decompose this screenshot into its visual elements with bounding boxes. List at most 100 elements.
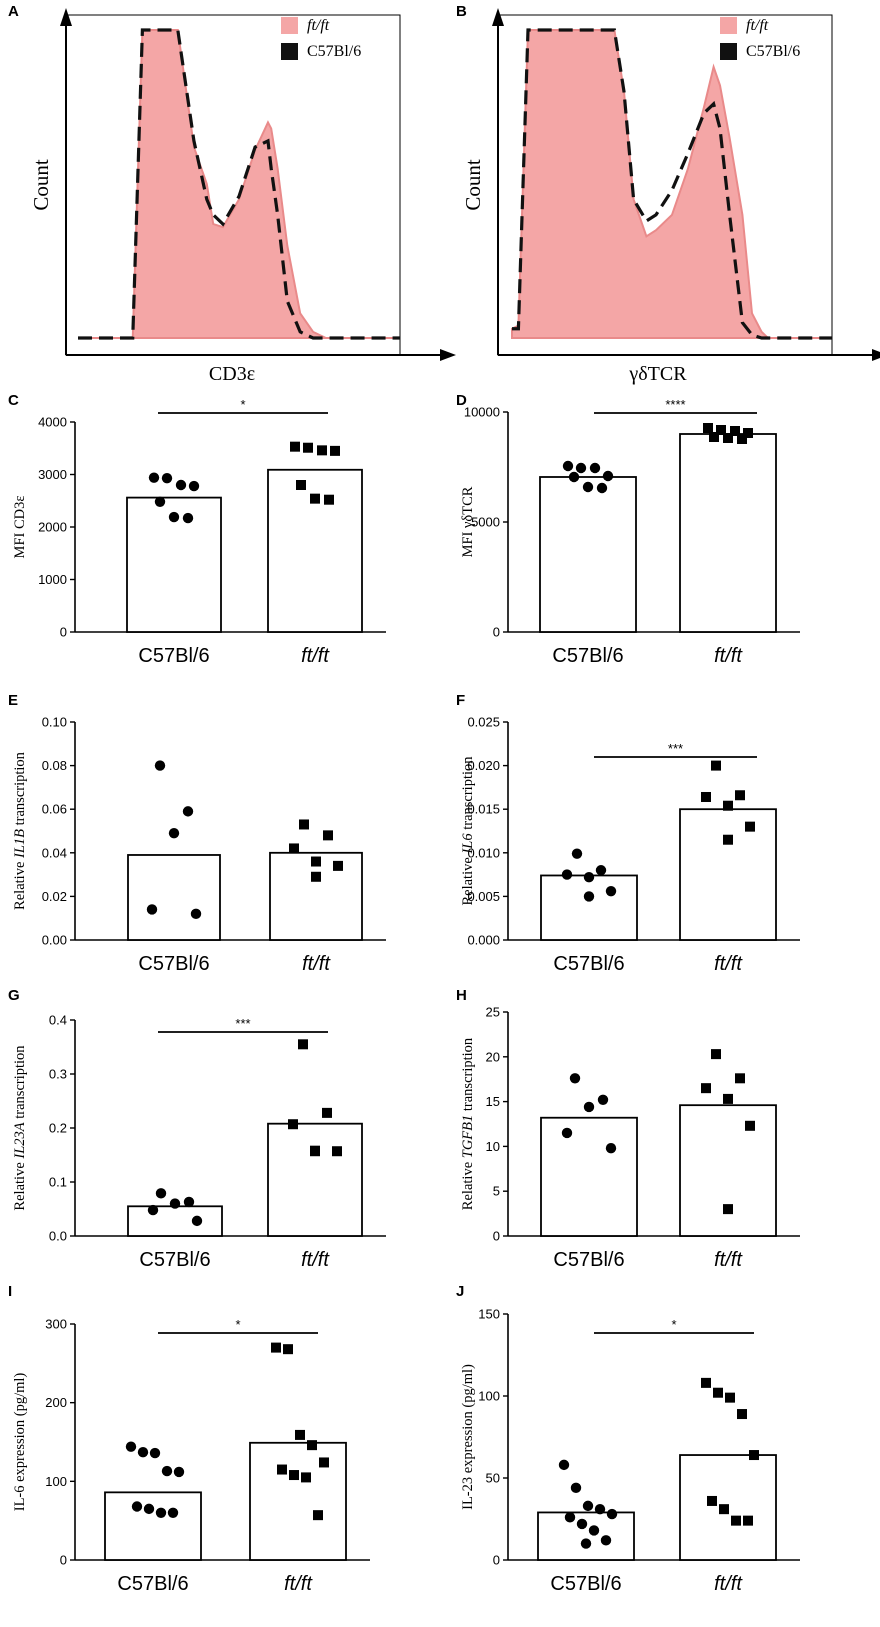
- data-point-c57bl6: [605, 1142, 617, 1154]
- bar-c57bl6: [127, 854, 221, 941]
- bar-ftft: [679, 808, 777, 941]
- histogram-fill-ftft: [511, 29, 832, 339]
- y-axis-label: IL-6 expression (pg/ml): [12, 1373, 28, 1512]
- data-point-ftft: [735, 1073, 745, 1084]
- data-point-c57bl6: [191, 1215, 203, 1227]
- bar-ftft: [249, 1441, 347, 1561]
- data-point-c57bl6: [582, 481, 594, 493]
- data-point-ftft: [737, 434, 747, 444]
- data-point-ftft: [298, 1039, 308, 1050]
- x-arrowhead-icon: [440, 349, 456, 361]
- category-label-c57bl6: C57Bl/6: [553, 1249, 624, 1271]
- data-point-c57bl6: [149, 1447, 161, 1459]
- data-point-ftft: [311, 871, 321, 882]
- category-label-ftft: ft/ft: [714, 1573, 743, 1595]
- data-point-c57bl6: [154, 496, 166, 507]
- category-label-c57bl6: C57Bl/6: [117, 1573, 188, 1595]
- y-axis-label: MFI γδTCR: [460, 486, 476, 557]
- data-point-ftft: [730, 426, 740, 436]
- data-point-c57bl6: [155, 1188, 167, 1199]
- data-point-c57bl6: [143, 1503, 155, 1515]
- bar-c57bl6: [537, 1511, 635, 1561]
- data-point-ftft: [711, 760, 721, 771]
- data-point-ftft: [745, 1120, 755, 1131]
- data-point-ftft: [322, 1107, 332, 1118]
- data-point-c57bl6: [173, 1466, 185, 1478]
- bar-c57bl6: [127, 1205, 223, 1237]
- y-tick-label: 25: [486, 1005, 500, 1020]
- bar-ftft: [267, 1122, 363, 1237]
- legend-label-c57bl6: C57Bl/6: [307, 43, 361, 60]
- data-point-c57bl6: [168, 511, 180, 523]
- x-arrowhead-icon: [872, 349, 880, 361]
- legend-swatch-ftft: [281, 17, 298, 34]
- category-label-c57bl6: C57Bl/6: [139, 1249, 210, 1271]
- y-axis-label: Count: [461, 159, 485, 211]
- bar-panel-e: E 0.00 0.02 0.04 0.06 0.08 0.10 Relative IL1B t…: [8, 692, 386, 975]
- bar-c57bl6: [540, 874, 638, 941]
- data-point-ftft: [711, 1049, 721, 1060]
- data-point-ftft: [330, 445, 340, 456]
- y-axis-label: Relative IL1B transcription: [12, 751, 28, 910]
- data-point-c57bl6: [595, 865, 607, 876]
- bar-ftft: [679, 433, 777, 633]
- bar-panel-c: C 0 1000 2000 3000 4000 MFI CD3ε C57Bl/6 ft/ft *: [8, 392, 386, 667]
- histogram-line-c57bl6: [512, 28, 832, 340]
- histogram-line-c57bl6: [78, 28, 400, 340]
- data-point-ftft: [271, 1342, 281, 1353]
- panel-letter: F: [456, 692, 465, 709]
- y-tick-label: 150: [478, 1307, 500, 1322]
- y-tick-label: 0.08: [42, 758, 67, 773]
- y-tick-label: 0: [493, 625, 500, 640]
- y-tick-label: 0.025: [467, 715, 500, 730]
- bar-c57bl6: [104, 1491, 202, 1561]
- y-tick-label: 0.02: [42, 889, 67, 904]
- data-point-c57bl6: [182, 806, 194, 817]
- data-point-c57bl6: [602, 470, 614, 482]
- y-tick-label: 100: [478, 1389, 500, 1404]
- category-label-ftft: ft/ft: [284, 1573, 313, 1595]
- data-point-c57bl6: [148, 472, 160, 483]
- data-point-ftft: [299, 819, 309, 830]
- data-point-ftft: [725, 1392, 735, 1403]
- x-axis-label: γδTCR: [628, 363, 687, 385]
- data-point-c57bl6: [576, 1518, 588, 1530]
- bar-ftft: [679, 1104, 777, 1237]
- y-arrowhead-icon: [60, 8, 72, 26]
- bar-panel-d: D 0 5000 10000 MFI γδTCR C57Bl/6 ft/ft ****: [456, 392, 800, 667]
- data-point-ftft: [743, 1515, 753, 1526]
- data-point-ftft: [716, 425, 726, 435]
- y-tick-label: 0: [493, 1229, 500, 1244]
- y-tick-label: 2000: [38, 520, 67, 535]
- category-label-ftft: ft/ft: [714, 645, 743, 667]
- data-point-c57bl6: [562, 460, 574, 472]
- category-label-ftft: ft/ft: [714, 953, 743, 975]
- data-point-c57bl6: [568, 471, 580, 483]
- histogram-fill-ftft: [78, 29, 400, 339]
- y-axis-label: MFI CD3ε: [12, 496, 28, 559]
- data-point-c57bl6: [596, 482, 608, 494]
- panel-letter: B: [456, 3, 467, 20]
- panel-letter: G: [8, 987, 20, 1004]
- bar-panel-h: H 0 5 10 15 20 25 Relative TGFB1 transcription C…: [456, 987, 800, 1271]
- data-point-ftft: [307, 1440, 317, 1451]
- data-point-ftft: [723, 800, 733, 811]
- data-point-c57bl6: [131, 1501, 143, 1512]
- legend-swatch-c57bl6: [720, 43, 737, 60]
- data-point-ftft: [713, 1387, 723, 1398]
- data-point-c57bl6: [569, 1073, 581, 1084]
- bar-panel-j: J 0 50 100 150 IL-23 expression (pg/ml) C57Bl/…: [456, 1283, 800, 1595]
- significance-stars: *: [240, 397, 245, 412]
- data-point-ftft: [303, 442, 313, 453]
- data-point-ftft: [701, 1377, 711, 1388]
- data-point-c57bl6: [594, 1503, 606, 1515]
- y-tick-label: 5000: [471, 515, 500, 530]
- y-tick-label: 0.2: [49, 1121, 67, 1136]
- data-point-c57bl6: [146, 904, 158, 915]
- data-point-ftft: [310, 1146, 320, 1157]
- data-point-ftft: [311, 856, 321, 867]
- data-point-c57bl6: [600, 1535, 612, 1546]
- data-point-ftft: [319, 1457, 329, 1468]
- significance-stars: ***: [668, 741, 683, 756]
- data-point-ftft: [283, 1344, 293, 1355]
